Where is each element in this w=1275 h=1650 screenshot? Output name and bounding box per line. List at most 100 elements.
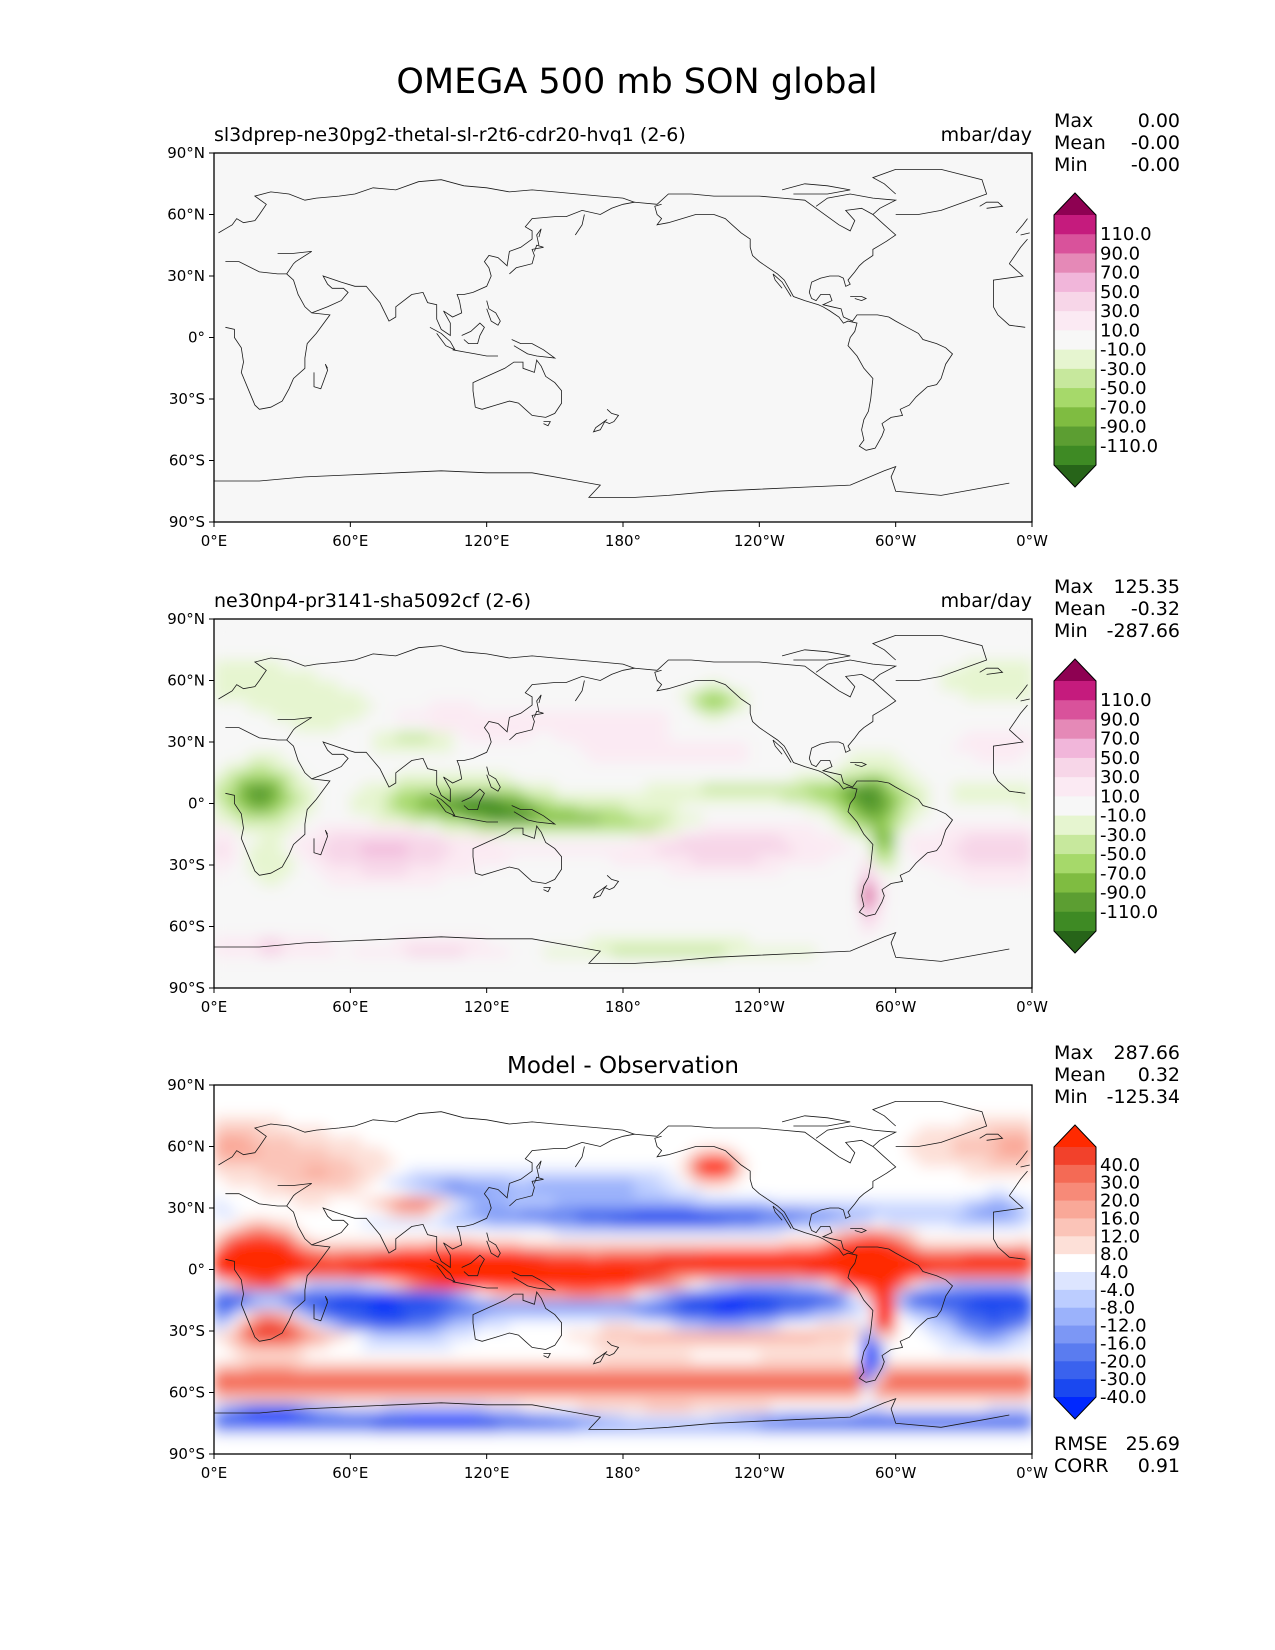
colorbar-extend-min bbox=[1054, 931, 1096, 953]
colorbar-segment bbox=[1054, 1218, 1096, 1237]
colorbar-label: -4.0 bbox=[1100, 1280, 1135, 1301]
panel-units: mbar/day bbox=[941, 590, 1032, 612]
x-tick-label: 180° bbox=[605, 998, 641, 1016]
y-tick-label: 90°S bbox=[169, 979, 205, 997]
y-tick-label: 60°N bbox=[167, 1138, 205, 1156]
colorbar-label: 30.0 bbox=[1100, 767, 1140, 788]
stat-value: -287.66 bbox=[1107, 620, 1180, 642]
colorbar-segment bbox=[1054, 234, 1096, 254]
colorbar-segment bbox=[1054, 815, 1096, 836]
colorbar-segment bbox=[1054, 1289, 1096, 1309]
colorbar-label: -50.0 bbox=[1100, 378, 1147, 399]
colorbar-segment bbox=[1054, 1182, 1096, 1202]
colorbar-label: 70.0 bbox=[1100, 729, 1140, 750]
colorbar-segment bbox=[1054, 1164, 1096, 1184]
stat-value: 0.00 bbox=[1138, 110, 1180, 132]
colorbar-segment bbox=[1054, 892, 1096, 913]
colorbar-segment bbox=[1054, 719, 1096, 740]
colorbar-label: 90.0 bbox=[1100, 243, 1140, 264]
stat-label: Mean bbox=[1054, 132, 1106, 154]
x-tick-label: 180° bbox=[605, 1464, 641, 1482]
panel-test: 0°E 60°E 120°E 180° 120°W 60°W 0°W 90°N 60°N 30°N… bbox=[167, 110, 1180, 550]
stat-label: Mean bbox=[1054, 598, 1106, 620]
field-cells bbox=[214, 1085, 1032, 1454]
y-tick-label: 60°S bbox=[169, 1384, 205, 1402]
colorbar-label: -90.0 bbox=[1100, 417, 1147, 438]
colorbar-label: -16.0 bbox=[1100, 1333, 1147, 1354]
colorbar-segment bbox=[1054, 757, 1096, 778]
colorbar-label: -20.0 bbox=[1100, 1351, 1147, 1372]
coastlines bbox=[214, 169, 1030, 498]
colorbar-label: 4.0 bbox=[1100, 1262, 1129, 1283]
colorbar-segment bbox=[1054, 834, 1096, 855]
colorbar-segment bbox=[1054, 700, 1096, 720]
colorbar-label: 10.0 bbox=[1100, 786, 1140, 807]
colorbar-extend-max bbox=[1054, 659, 1096, 681]
colorbar-segment bbox=[1054, 1325, 1096, 1344]
colorbar-segment bbox=[1054, 777, 1096, 797]
colorbar-label: -10.0 bbox=[1100, 806, 1147, 827]
colorbar-label: 16.0 bbox=[1100, 1208, 1140, 1229]
colorbar-segment bbox=[1054, 1147, 1096, 1166]
colorbar-label: 10.0 bbox=[1100, 320, 1140, 341]
colorbar-label: -12.0 bbox=[1100, 1316, 1147, 1337]
colorbar-label: -8.0 bbox=[1100, 1298, 1135, 1319]
x-tick-label: 120°W bbox=[734, 998, 785, 1016]
colorbar-label: 30.0 bbox=[1100, 301, 1140, 322]
colorbar-label: 110.0 bbox=[1100, 690, 1152, 711]
colorbar-segment bbox=[1054, 445, 1096, 466]
x-tick-label: 0°W bbox=[1016, 1464, 1048, 1482]
colorbar: 110.090.070.050.030.010.0-10.0-30.0-50.0… bbox=[1053, 658, 1158, 954]
y-tick-label: 60°S bbox=[169, 452, 205, 470]
colorbar-label: -10.0 bbox=[1100, 340, 1147, 361]
stat-value: 287.66 bbox=[1114, 1042, 1180, 1064]
x-tick-label: 120°W bbox=[734, 532, 785, 550]
x-tick-label: 0°E bbox=[201, 532, 228, 550]
panel-difference: 0°E 60°E 120°E 180° 120°W 60°W 0°W 90°N 60°N 30°N… bbox=[167, 1042, 1180, 1482]
stat-label: Min bbox=[1054, 1086, 1088, 1108]
panel-reference: 0°E 60°E 120°E 180° 120°W 60°W 0°W 90°N 60°N 30°N… bbox=[167, 576, 1180, 1016]
x-tick-label: 0°E bbox=[201, 1464, 228, 1482]
stat-value: 25.69 bbox=[1126, 1433, 1180, 1455]
x-tick-label: 60°E bbox=[332, 1464, 368, 1482]
stat-label: Max bbox=[1054, 110, 1093, 132]
colorbar: 110.090.070.050.030.010.0-10.0-30.0-50.0… bbox=[1053, 192, 1158, 488]
x-tick-label: 120°E bbox=[464, 1464, 510, 1482]
colorbar-segment bbox=[1054, 426, 1096, 447]
colorbar: 40.030.020.016.012.08.04.0-4.0-8.0-12.0-… bbox=[1053, 1124, 1147, 1420]
y-tick-label: 0° bbox=[188, 329, 205, 347]
colorbar-segment bbox=[1054, 215, 1096, 235]
x-tick-label: 60°W bbox=[875, 998, 917, 1016]
colorbar-label: -70.0 bbox=[1100, 397, 1147, 418]
colorbar-segment bbox=[1054, 349, 1096, 370]
figure-title: OMEGA 500 mb SON global bbox=[396, 62, 877, 102]
stat-value: -125.34 bbox=[1107, 1086, 1180, 1108]
colorbar-segment bbox=[1054, 388, 1096, 408]
x-tick-label: 120°E bbox=[464, 998, 510, 1016]
stat-label: Max bbox=[1054, 1042, 1093, 1064]
colorbar-segment bbox=[1054, 368, 1096, 389]
panel-left-title: ne30np4-pr3141-sha5092cf (2-6) bbox=[214, 590, 531, 612]
stat-value: -0.32 bbox=[1131, 598, 1180, 620]
colorbar-segment bbox=[1054, 681, 1096, 701]
field-cells bbox=[214, 619, 1032, 988]
colorbar-label: 90.0 bbox=[1100, 709, 1140, 730]
coastlines bbox=[214, 1101, 1030, 1430]
colorbar-label: -110.0 bbox=[1100, 902, 1158, 923]
y-tick-label: 0° bbox=[188, 795, 205, 813]
colorbar-segment bbox=[1054, 330, 1096, 351]
stat-value: 0.32 bbox=[1138, 1064, 1180, 1086]
y-tick-label: 0° bbox=[188, 1261, 205, 1279]
colorbar-segment bbox=[1054, 407, 1096, 428]
colorbar-label: -50.0 bbox=[1100, 844, 1147, 865]
colorbar-label: -110.0 bbox=[1100, 436, 1158, 457]
colorbar-label: -30.0 bbox=[1100, 825, 1147, 846]
colorbar-label: 50.0 bbox=[1100, 748, 1140, 769]
colorbar-segment bbox=[1054, 1236, 1096, 1255]
colorbar-segment bbox=[1054, 1379, 1096, 1398]
colorbar-segment bbox=[1054, 911, 1096, 932]
colorbar-label: 50.0 bbox=[1100, 282, 1140, 303]
stat-value: -0.00 bbox=[1131, 154, 1180, 176]
colorbar-segment bbox=[1054, 1254, 1096, 1273]
